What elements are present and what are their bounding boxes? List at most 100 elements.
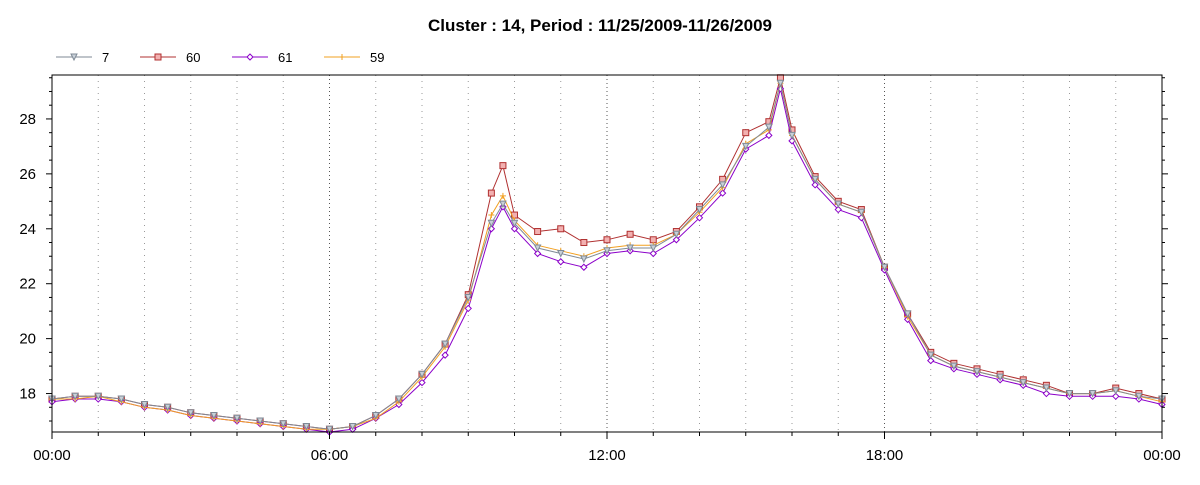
data-point: [441, 340, 449, 349]
y-tick-label: 20: [19, 331, 36, 348]
data-point: [339, 54, 345, 60]
y-tick-label: 24: [19, 221, 36, 238]
data-point: [857, 208, 866, 217]
data-point: [603, 236, 611, 244]
data-point: [718, 181, 727, 189]
data-point: [1135, 392, 1143, 401]
legend-label: 7: [102, 50, 109, 65]
data-point: [557, 225, 565, 233]
series-group: [48, 74, 1166, 436]
data-point: [903, 310, 912, 319]
series-61: [48, 85, 1166, 436]
data-point: [973, 368, 981, 376]
data-point: [371, 412, 380, 420]
data-point: [580, 239, 588, 247]
data-point: [233, 414, 241, 423]
y-tick-label: 22: [19, 276, 36, 293]
data-point: [672, 230, 681, 239]
data-point: [649, 249, 657, 258]
y-tick-label: 28: [19, 111, 36, 128]
legend-label: 60: [186, 50, 200, 65]
data-point: [950, 362, 958, 371]
data-point: [880, 263, 889, 272]
data-point: [163, 403, 172, 412]
x-tick-label: 18:00: [866, 447, 904, 464]
chart-title: Cluster : 14, Period : 11/25/2009-11/26/…: [428, 16, 772, 35]
data-point: [418, 378, 426, 387]
data-point: [487, 189, 495, 197]
data-point: [186, 409, 195, 417]
data-point: [580, 255, 588, 264]
data-point: [1019, 379, 1028, 387]
data-point: [649, 244, 658, 253]
data-point: [811, 175, 819, 184]
legend-label: 59: [370, 50, 384, 65]
data-point: [499, 162, 507, 170]
data-point: [765, 123, 773, 132]
data-point: [510, 225, 519, 233]
data-point: [441, 351, 449, 359]
data-point: [927, 356, 935, 365]
series-7: [48, 79, 1166, 434]
data-point: [464, 304, 472, 313]
data-point: [649, 236, 657, 244]
data-point: [556, 250, 565, 258]
data-point: [580, 263, 588, 271]
data-point: [672, 236, 681, 244]
data-point: [834, 200, 843, 209]
y-tick-label: 26: [19, 166, 36, 183]
data-point: [1042, 389, 1051, 398]
data-point: [626, 230, 634, 238]
data-point: [1111, 387, 1120, 395]
data-point: [926, 351, 935, 360]
legend-item: 60: [140, 50, 200, 65]
y-tick-label: 18: [19, 386, 36, 403]
data-point: [765, 131, 773, 140]
data-point: [154, 53, 162, 61]
data-point: [302, 423, 311, 431]
data-point: [811, 181, 819, 189]
x-tick-label: 06:00: [311, 447, 349, 464]
data-point: [533, 244, 542, 253]
data-point: [487, 219, 496, 228]
legend-item: 7: [56, 50, 109, 65]
data-point: [1065, 390, 1074, 398]
x-tick-label: 00:00: [1143, 447, 1181, 464]
axes: 00:00 06:00 12:00 18:00 00:00 18 20 22 24 26 28: [19, 77, 1181, 464]
data-point: [834, 205, 842, 214]
data-point: [776, 79, 785, 88]
legend: 7 60 61 59: [56, 50, 384, 65]
data-point: [695, 206, 704, 214]
data-point: [603, 247, 611, 255]
data-point: [1088, 390, 1097, 398]
data-point: [510, 219, 519, 228]
data-point: [742, 129, 750, 137]
data-point: [418, 370, 426, 379]
data-point: [741, 142, 750, 151]
data-point: [1042, 384, 1051, 393]
data-point: [533, 249, 542, 258]
series-line: [51, 88, 1163, 433]
data-point: [488, 212, 495, 219]
legend-label: 61: [278, 50, 292, 65]
data-point: [499, 200, 507, 209]
x-tick-label: 12:00: [588, 447, 626, 464]
data-point: [626, 244, 634, 253]
data-point: [1112, 392, 1120, 401]
data-point: [70, 53, 78, 62]
legend-item: 59: [324, 50, 384, 65]
data-point: [94, 392, 103, 401]
data-point: [534, 228, 542, 236]
data-point: [718, 189, 727, 197]
data-point: [996, 373, 1004, 382]
data-point: [117, 395, 126, 404]
data-point: [695, 214, 704, 222]
data-point: [499, 192, 506, 199]
data-point: [256, 417, 264, 426]
data-point: [325, 425, 334, 434]
x-tick-label: 00:00: [33, 447, 71, 464]
data-point: [788, 131, 796, 140]
data-point: [279, 420, 288, 428]
data-point: [140, 401, 149, 409]
